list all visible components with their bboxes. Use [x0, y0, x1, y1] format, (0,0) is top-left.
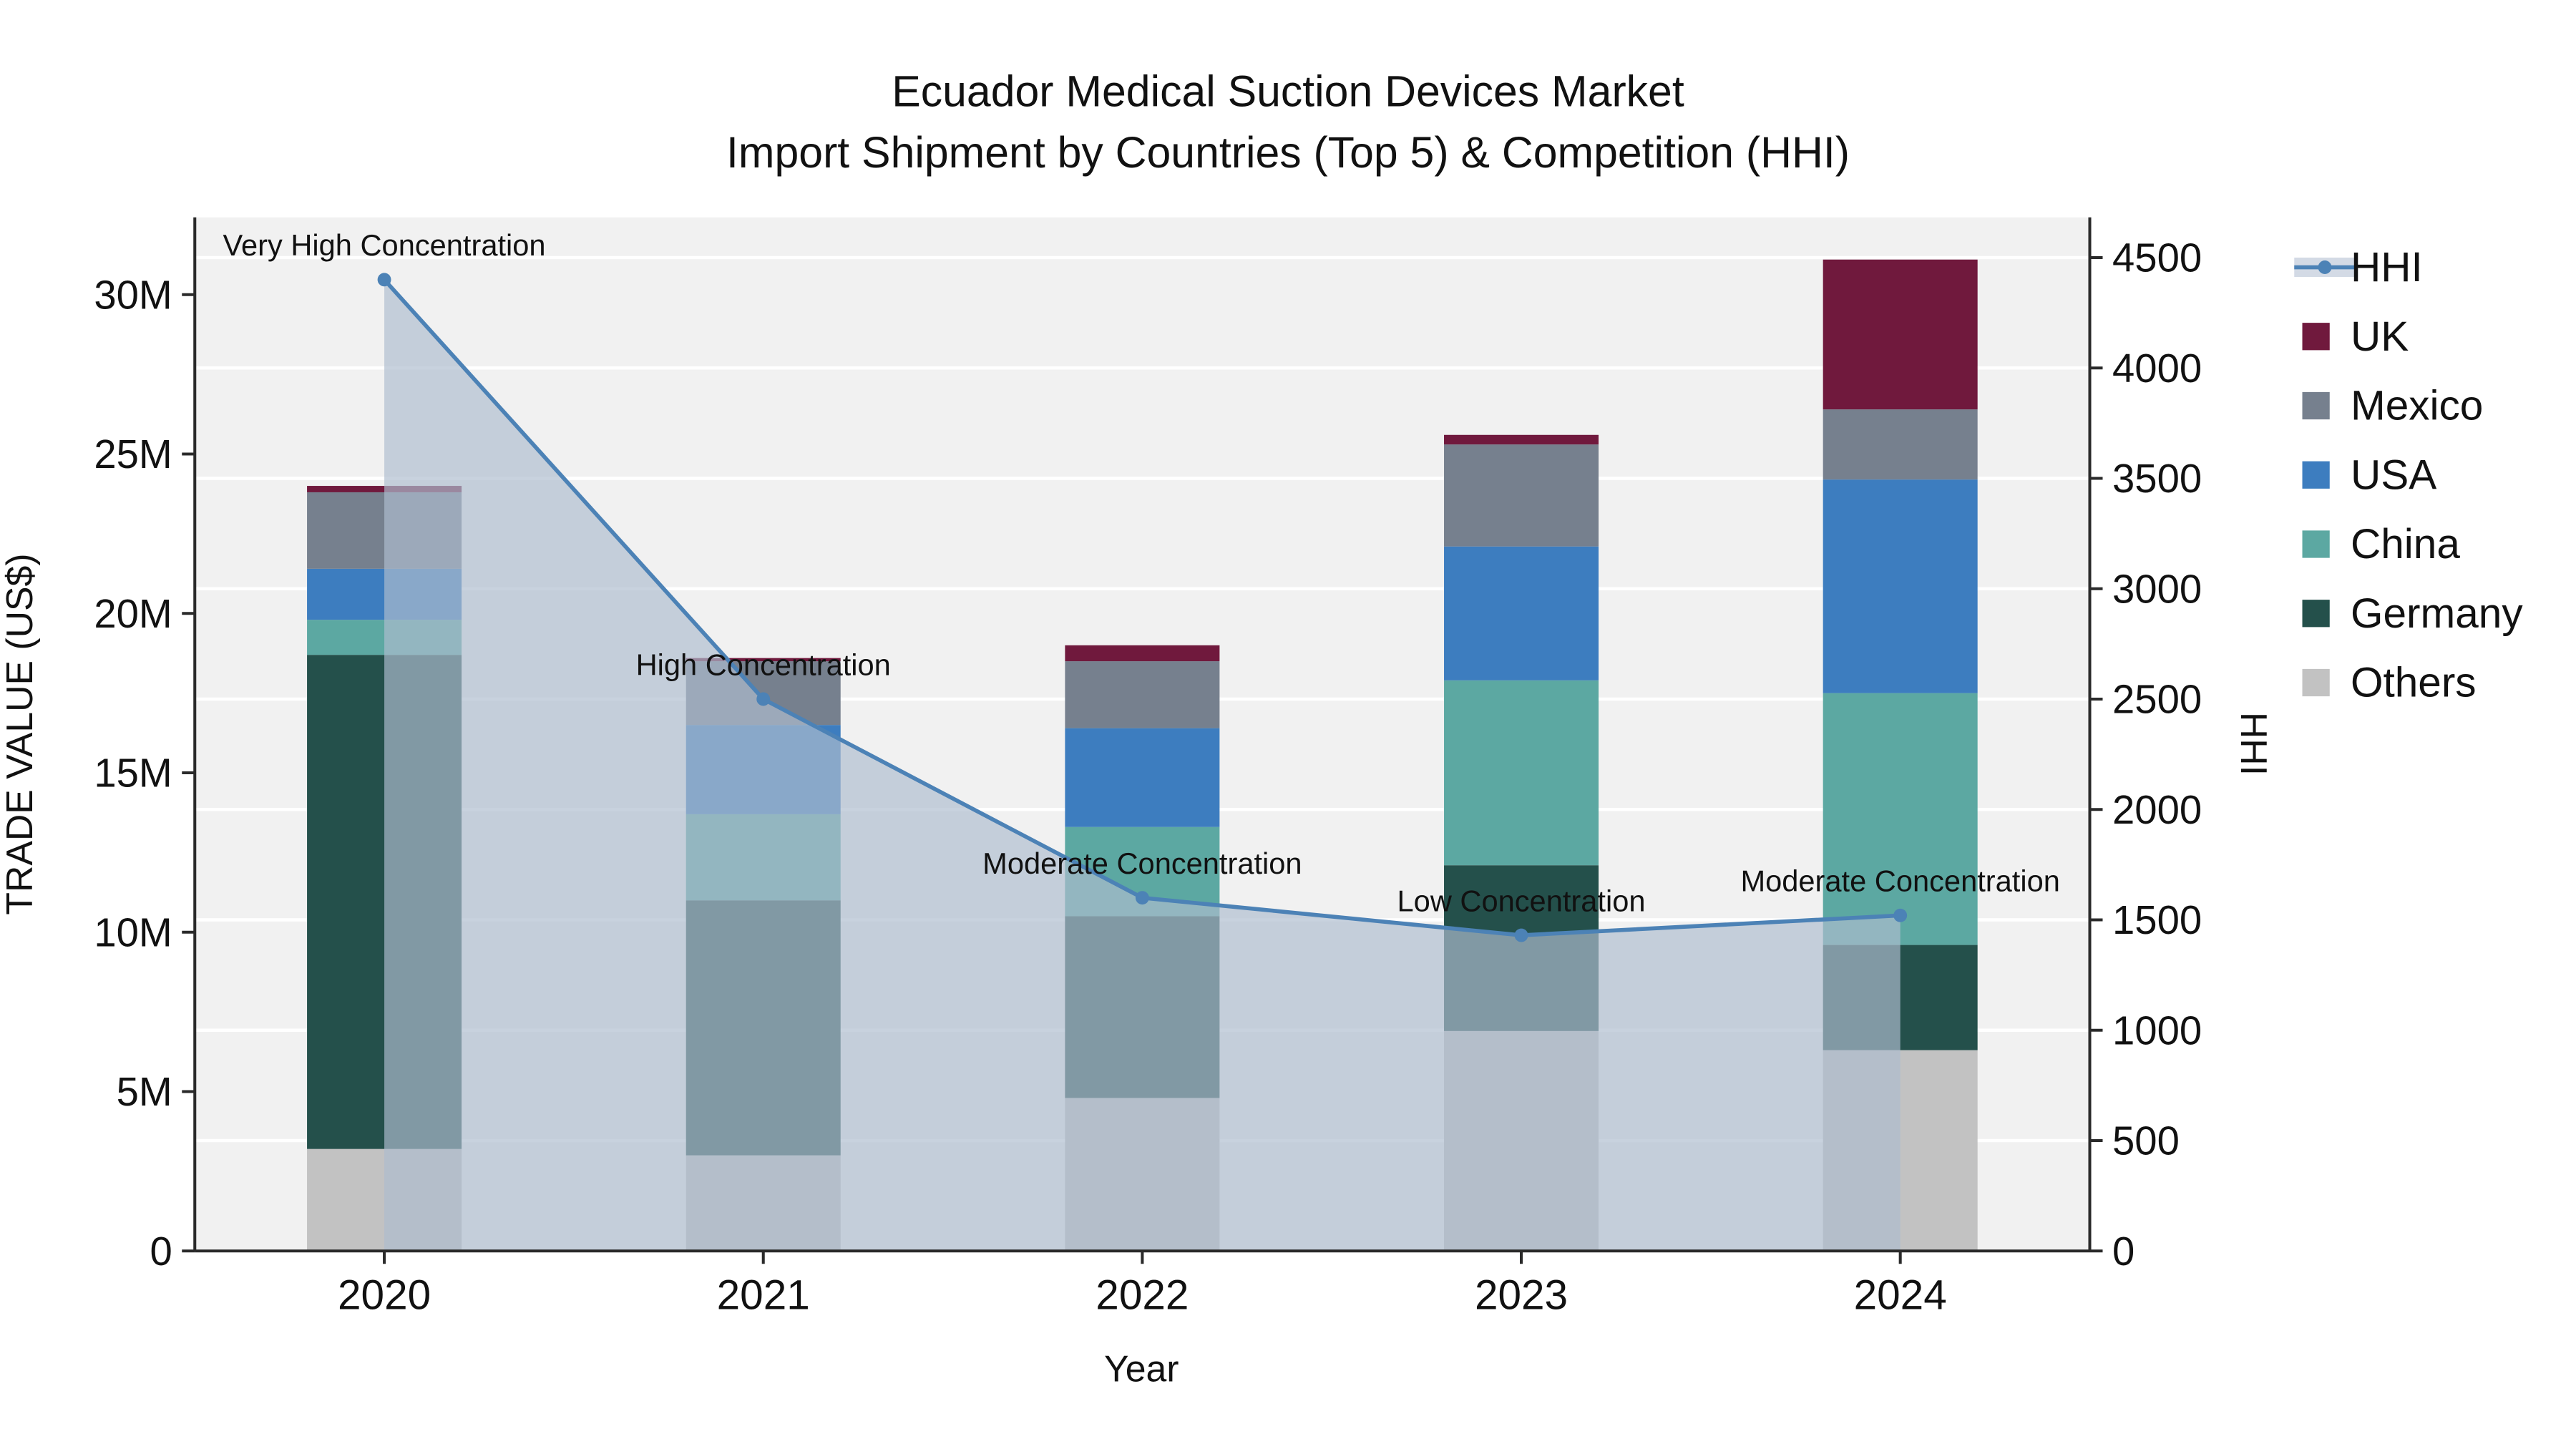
legend-label-china: China [2351, 521, 2460, 567]
legend-item-china[interactable]: China [2302, 521, 2461, 567]
chart-subtitle: Import Shipment by Countries (Top 5) & C… [726, 128, 1850, 177]
legend-swatch-germany [2302, 600, 2330, 628]
legend-item-others[interactable]: Others [2302, 660, 2477, 706]
y-right-tick-label: 4500 [2112, 235, 2202, 280]
hhi-point-2024[interactable] [1893, 908, 1908, 922]
annotation-2023: Low Concentration [1397, 884, 1646, 917]
legend: HHI UK Mexico USA China Germany Others [2294, 244, 2523, 706]
x-tick-label-2024: 2024 [1854, 1272, 1947, 1318]
bar-segment-2022-mexico[interactable] [1065, 661, 1220, 728]
annotation-2024: Moderate Concentration [1740, 864, 2059, 898]
x-tick-label-2022: 2022 [1096, 1272, 1189, 1318]
hhi-point-2020[interactable] [377, 273, 391, 287]
y-left-tick-label: 15M [94, 751, 172, 796]
hhi-area-fill [384, 279, 1901, 1252]
legend-item-germany[interactable]: Germany [2302, 590, 2524, 637]
annotation-2022: Moderate Concentration [982, 847, 1302, 880]
chart-title: Ecuador Medical Suction Devices Market [892, 67, 1684, 116]
legend-label-uk: UK [2351, 313, 2409, 360]
bar-segment-2023-china[interactable] [1444, 680, 1599, 866]
x-tick-label-2021: 2021 [717, 1272, 810, 1318]
x-axis-title: Year [1104, 1348, 1179, 1390]
bar-segment-2023-uk[interactable] [1444, 434, 1599, 445]
plot-area: Very High Concentration High Concentratio… [94, 217, 2202, 1318]
legend-label-germany: Germany [2351, 590, 2523, 637]
legend-item-uk[interactable]: UK [2302, 313, 2409, 360]
legend-swatch-usa [2302, 461, 2330, 489]
y-left-tick-label: 5M [117, 1069, 172, 1114]
bar-segment-2022-uk[interactable] [1065, 645, 1220, 662]
y-right-tick-label: 1500 [2112, 897, 2202, 942]
legend-swatch-china [2302, 530, 2330, 558]
bar-segment-2023-usa[interactable] [1444, 546, 1599, 680]
bar-segment-2022-usa[interactable] [1065, 728, 1220, 827]
legend-label-usa: USA [2351, 452, 2436, 498]
legend-swatch-uk [2302, 323, 2330, 351]
legend-item-usa[interactable]: USA [2302, 452, 2437, 498]
bar-segment-2024-uk[interactable] [1823, 259, 1978, 410]
x-tick-label-2023: 2023 [1475, 1272, 1568, 1318]
y-left-tick-label: 20M [94, 591, 172, 636]
y-left-tick-label: 25M [94, 431, 172, 477]
legend-swatch-mexico [2302, 391, 2330, 420]
hhi-point-2022[interactable] [1135, 891, 1149, 905]
y-right-tick-label: 3500 [2112, 456, 2202, 501]
y-right-tick-label: 1000 [2112, 1008, 2202, 1053]
annotation-2020: Very High Concentration [223, 228, 546, 262]
hhi-point-2023[interactable] [1514, 928, 1528, 942]
y-right-tick-label: 4000 [2112, 346, 2202, 391]
legend-label-others: Others [2351, 660, 2477, 706]
legend-label-hhi: HHI [2351, 244, 2423, 291]
y-right-tick-label: 3000 [2112, 566, 2202, 611]
y-left-tick-label: 30M [94, 272, 172, 317]
bar-segment-2021-uk[interactable] [686, 658, 841, 662]
y-right-tick-label: 2500 [2112, 677, 2202, 722]
legend-item-hhi[interactable]: HHI [2294, 244, 2423, 291]
bar-segment-2023-mexico[interactable] [1444, 444, 1599, 547]
annotation-2021: High Concentration [636, 648, 891, 681]
y-right-tick-label: 2000 [2112, 787, 2202, 832]
y-right-tick-label: 500 [2112, 1118, 2180, 1163]
y-axis-title-left: TRADE VALUE (US$) [0, 553, 40, 914]
hhi-point-2021[interactable] [756, 692, 771, 706]
x-tick-label-2020: 2020 [338, 1272, 431, 1318]
y-axis-title-right: HHI [2233, 712, 2275, 776]
legend-item-mexico[interactable]: Mexico [2302, 383, 2484, 429]
bar-segment-2024-mexico[interactable] [1823, 409, 1978, 480]
legend-swatch-others [2302, 668, 2330, 697]
bar-segment-2024-china[interactable] [1823, 693, 1978, 945]
y-left-tick-label: 10M [94, 909, 172, 955]
bar-segment-2024-usa[interactable] [1823, 479, 1978, 693]
legend-hhi-marker [2318, 260, 2332, 274]
y-right-tick-label: 0 [2112, 1229, 2135, 1274]
legend-label-mexico: Mexico [2351, 383, 2483, 429]
y-left-tick-label: 0 [150, 1229, 172, 1274]
